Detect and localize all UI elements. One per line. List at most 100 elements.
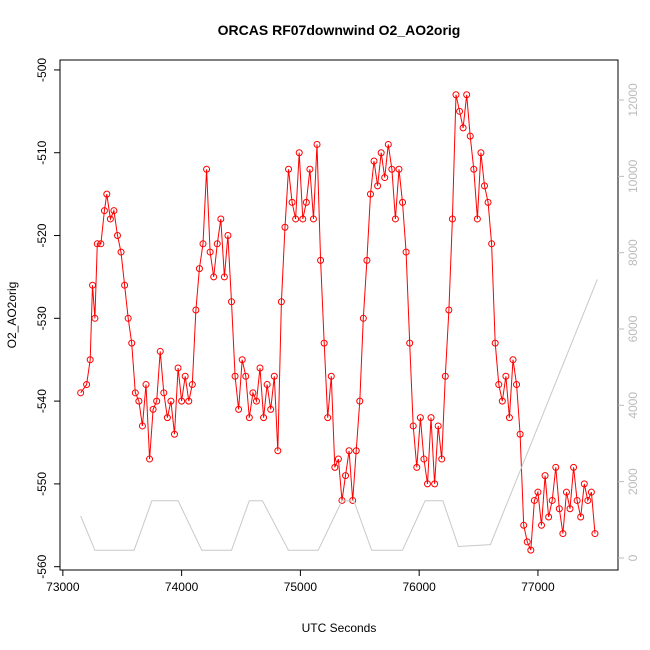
data-point xyxy=(548,496,556,504)
data-point xyxy=(206,248,214,256)
x-tick-label: 73000 xyxy=(46,580,80,594)
data-point xyxy=(466,132,474,140)
data-point xyxy=(167,397,175,405)
data-point xyxy=(541,472,549,480)
data-point xyxy=(267,405,275,413)
data-point xyxy=(121,281,129,289)
data-point xyxy=(480,182,488,190)
y2-tick-label: 4000 xyxy=(626,392,640,419)
data-point xyxy=(103,190,111,198)
data-point xyxy=(89,281,97,289)
data-point xyxy=(573,496,581,504)
data-point xyxy=(188,381,196,389)
data-point xyxy=(124,314,132,322)
data-point xyxy=(409,422,417,430)
data-point xyxy=(434,422,442,430)
y2-tick-label: 12000 xyxy=(626,83,640,117)
data-point xyxy=(195,265,203,273)
data-point xyxy=(502,372,510,380)
data-point xyxy=(399,198,407,206)
data-point xyxy=(106,215,114,223)
data-point xyxy=(448,215,456,223)
data-point xyxy=(456,107,464,115)
data-point xyxy=(527,546,535,554)
data-point xyxy=(566,505,574,513)
data-point xyxy=(217,215,225,223)
data-point xyxy=(352,447,360,455)
data-point xyxy=(86,356,94,364)
data-point xyxy=(463,91,471,99)
data-point xyxy=(523,538,531,546)
data-point xyxy=(545,513,553,521)
data-point xyxy=(160,389,168,397)
data-point xyxy=(331,463,339,471)
data-point xyxy=(277,298,285,306)
data-point xyxy=(302,198,310,206)
y2-tick-label: 6000 xyxy=(626,315,640,342)
data-point xyxy=(220,273,228,281)
data-point xyxy=(117,248,125,256)
data-point xyxy=(135,397,143,405)
data-point xyxy=(199,240,207,248)
data-point xyxy=(587,488,595,496)
data-point xyxy=(520,521,528,529)
data-point xyxy=(584,496,592,504)
data-point xyxy=(534,488,542,496)
data-point xyxy=(345,447,353,455)
data-point xyxy=(538,521,546,529)
data-point xyxy=(238,356,246,364)
data-point xyxy=(413,463,421,471)
data-point xyxy=(210,273,218,281)
data-point xyxy=(138,422,146,430)
y-axis-label: O2_AO2orig xyxy=(5,282,19,349)
data-point xyxy=(513,381,521,389)
data-point xyxy=(516,430,524,438)
data-point xyxy=(149,405,157,413)
data-point xyxy=(224,232,232,240)
data-point xyxy=(423,480,431,488)
data-point xyxy=(441,372,449,380)
plot-frame xyxy=(59,59,619,571)
data-point xyxy=(459,124,467,132)
data-point xyxy=(580,480,588,488)
data-point xyxy=(128,339,136,347)
data-point xyxy=(359,314,367,322)
data-point xyxy=(552,463,560,471)
data-point xyxy=(245,414,253,422)
data-point xyxy=(334,455,342,463)
data-point xyxy=(320,339,328,347)
data-point xyxy=(309,215,317,223)
y-tick-label: -520 xyxy=(35,223,49,247)
data-point xyxy=(156,347,164,355)
data-point xyxy=(562,488,570,496)
y2-tick-label: 8000 xyxy=(626,239,640,266)
x-tick-label: 74000 xyxy=(165,580,199,594)
y-tick-label: -540 xyxy=(35,389,49,413)
data-point xyxy=(270,372,278,380)
data-point xyxy=(235,405,243,413)
data-point xyxy=(163,414,171,422)
data-point xyxy=(477,149,485,157)
data-point xyxy=(324,414,332,422)
data-point xyxy=(142,381,150,389)
data-point xyxy=(281,223,289,231)
data-point xyxy=(427,414,435,422)
y-tick-label: -550 xyxy=(35,472,49,496)
data-point xyxy=(242,372,250,380)
data-point xyxy=(384,140,392,148)
data-point xyxy=(295,149,303,157)
y2-tick-label: 2000 xyxy=(626,468,640,495)
data-point xyxy=(113,232,121,240)
x-axis-label: UTC Seconds xyxy=(302,621,377,635)
data-point xyxy=(131,389,139,397)
data-point xyxy=(342,472,350,480)
y2-tick-label: 10000 xyxy=(626,159,640,193)
y-tick-label: -530 xyxy=(35,306,49,330)
data-point xyxy=(249,389,257,397)
data-point xyxy=(491,339,499,347)
data-point xyxy=(170,430,178,438)
data-point xyxy=(431,480,439,488)
data-point xyxy=(402,248,410,256)
data-point xyxy=(484,198,492,206)
